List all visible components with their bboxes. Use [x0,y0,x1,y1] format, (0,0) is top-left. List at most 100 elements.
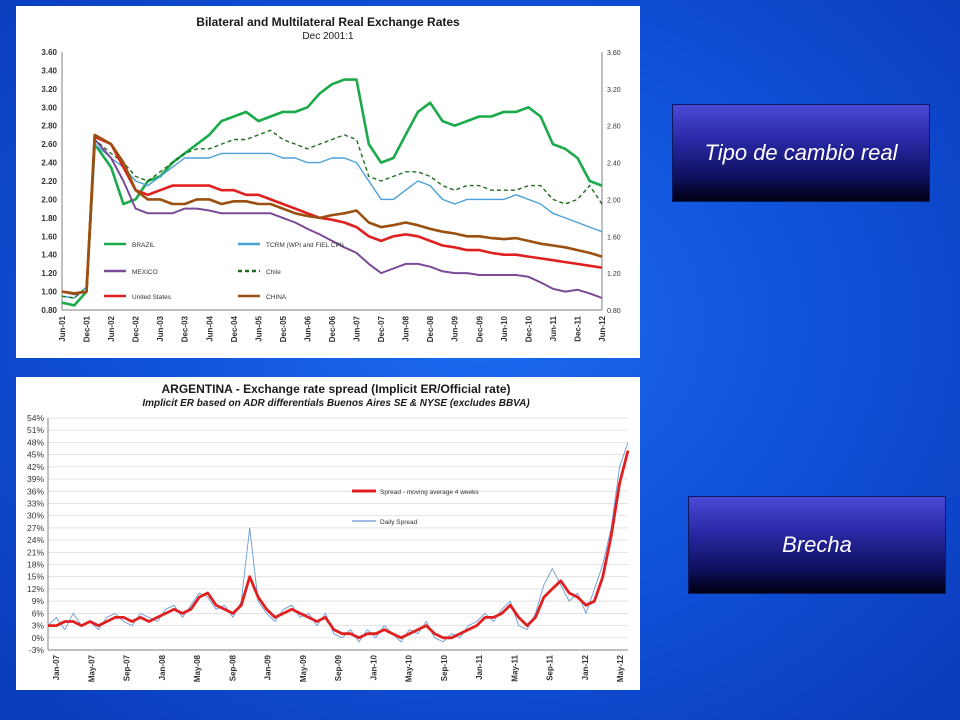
series-line-daily-spread [47,442,629,643]
y-tick-label: 33% [27,498,44,508]
x-tick-label: Jun-06 [303,315,312,341]
rer-chart-panel: Bilateral and Multilateral Real Exchange… [16,6,640,358]
x-tick-label: Dec-02 [132,315,141,342]
y2-tick-label: 2.00 [607,197,621,204]
y2-tick-label: 3.20 [607,87,621,94]
x-tick-label: Jan-07 [52,654,61,680]
x-tick-label: May-09 [299,654,308,682]
x-tick-label: Jan-08 [158,654,167,680]
legend-label: BRAZIL [132,242,155,249]
x-tick-label: Dec-10 [524,315,533,342]
legend-label: Spread - moving average 4 weeks [380,489,479,496]
y-tick-label: 12% [27,584,44,594]
y2-tick-label: 1.20 [607,271,621,278]
x-tick-label: Jan-11 [475,654,484,679]
y-tick-label: 42% [27,462,44,472]
y-tick-label: 39% [27,474,44,484]
legend-label: Daily Spread [380,519,418,526]
y2-tick-label: 2.80 [607,124,621,131]
x-tick-label: Dec-03 [181,315,190,342]
x-tick-label: Dec-07 [377,315,386,342]
y2-tick-label: 3.60 [607,50,621,57]
y2-tick-label: 2.40 [607,161,621,168]
x-tick-label: May-11 [510,654,519,681]
legend-label: Chile [266,269,281,276]
x-tick-label: Jun-03 [156,315,165,341]
y-tick-label: 1.20 [41,269,57,278]
x-tick-label: Dec-01 [83,315,92,342]
y-tick-label: 2.00 [41,195,57,204]
spread-chart-panel: ARGENTINA - Exchange rate spread (Implic… [16,377,640,690]
label-box-real-exchange-rate: Tipo de cambio real [672,104,930,202]
y-tick-label: 45% [27,450,44,460]
x-tick-label: Jun-09 [451,315,460,341]
x-tick-label: May-10 [405,654,414,682]
x-tick-label: Jun-07 [353,315,362,341]
y-tick-label: 54% [27,413,44,423]
y-tick-label: 2.80 [41,122,57,131]
x-tick-label: Dec-05 [279,315,288,342]
x-tick-label: Sep-11 [546,654,555,680]
series-line-mexico [61,138,603,299]
y-tick-label: 51% [27,425,44,435]
x-tick-label: Sep-09 [334,654,343,681]
y-tick-label: 18% [27,560,44,570]
rer-chart: Bilateral and Multilateral Real Exchange… [41,15,621,342]
x-tick-label: Dec-06 [328,315,337,342]
y-tick-label: 30% [27,511,44,521]
series-line-moving-average [48,450,630,640]
chart-title: Bilateral and Multilateral Real Exchange… [196,15,460,29]
y-tick-label: 6% [32,608,45,618]
label-spread: Brecha [782,532,852,557]
spread-chart: ARGENTINA - Exchange rate spread (Implic… [27,382,630,682]
y-tick-label: 48% [27,437,44,447]
x-tick-label: Jun-05 [254,315,263,341]
x-tick-label: May-07 [87,654,96,682]
x-tick-label: Jun-02 [107,315,116,341]
y-tick-label: -3% [29,645,45,655]
y-tick-label: 2.40 [41,159,57,168]
y-tick-label: 3.20 [41,85,57,94]
x-tick-label: Jan-10 [369,654,378,680]
series-line-united-states [61,135,603,295]
y-tick-label: 21% [27,547,44,557]
x-tick-label: May-08 [193,654,202,682]
chart-title: ARGENTINA - Exchange rate spread (Implic… [162,382,511,396]
y-tick-label: 3% [32,621,45,631]
series-line-brazil [61,78,603,307]
x-tick-label: Sep-08 [228,654,237,681]
y-tick-label: 3.00 [41,103,57,112]
y-tick-label: 3.40 [41,66,57,75]
y-tick-label: 9% [32,596,45,606]
chart-subtitle: Implicit ER based on ADR differentials B… [142,398,530,409]
series-line-chile [61,129,603,299]
label-real-exchange-rate: Tipo de cambio real [704,140,898,165]
y-tick-label: 36% [27,486,44,496]
x-tick-label: Dec-11 [573,315,582,341]
x-tick-label: Dec-04 [230,315,239,342]
x-tick-label: Jan-09 [264,654,273,680]
x-tick-label: Jan-12 [581,654,590,680]
x-tick-label: Dec-08 [426,315,435,342]
chart-subtitle: Dec 2001:1 [302,31,354,42]
y-tick-label: 24% [27,535,44,545]
x-tick-label: Jun-10 [500,315,509,341]
y-tick-label: 1.00 [41,288,57,297]
legend-label: United States [132,294,172,301]
x-tick-label: Jun-12 [598,315,607,341]
y-tick-label: 0% [32,633,45,643]
x-tick-label: Jun-11 [549,315,558,341]
x-tick-label: Jun-04 [205,315,214,341]
y2-tick-label: 1.60 [607,234,621,241]
y-tick-label: 2.60 [41,140,57,149]
x-tick-label: May-12 [616,654,625,682]
series-line-tcrm-wpi-and-fiel-cpi- [61,143,603,299]
series-line-china [61,133,603,295]
x-tick-label: Sep-10 [440,654,449,681]
y-tick-label: 3.60 [41,48,57,57]
x-tick-label: Jun-01 [58,315,67,341]
x-tick-label: Sep-07 [123,654,132,681]
y-tick-label: 15% [27,572,44,582]
label-box-spread: Brecha [688,496,946,594]
y-tick-label: 27% [27,523,44,533]
